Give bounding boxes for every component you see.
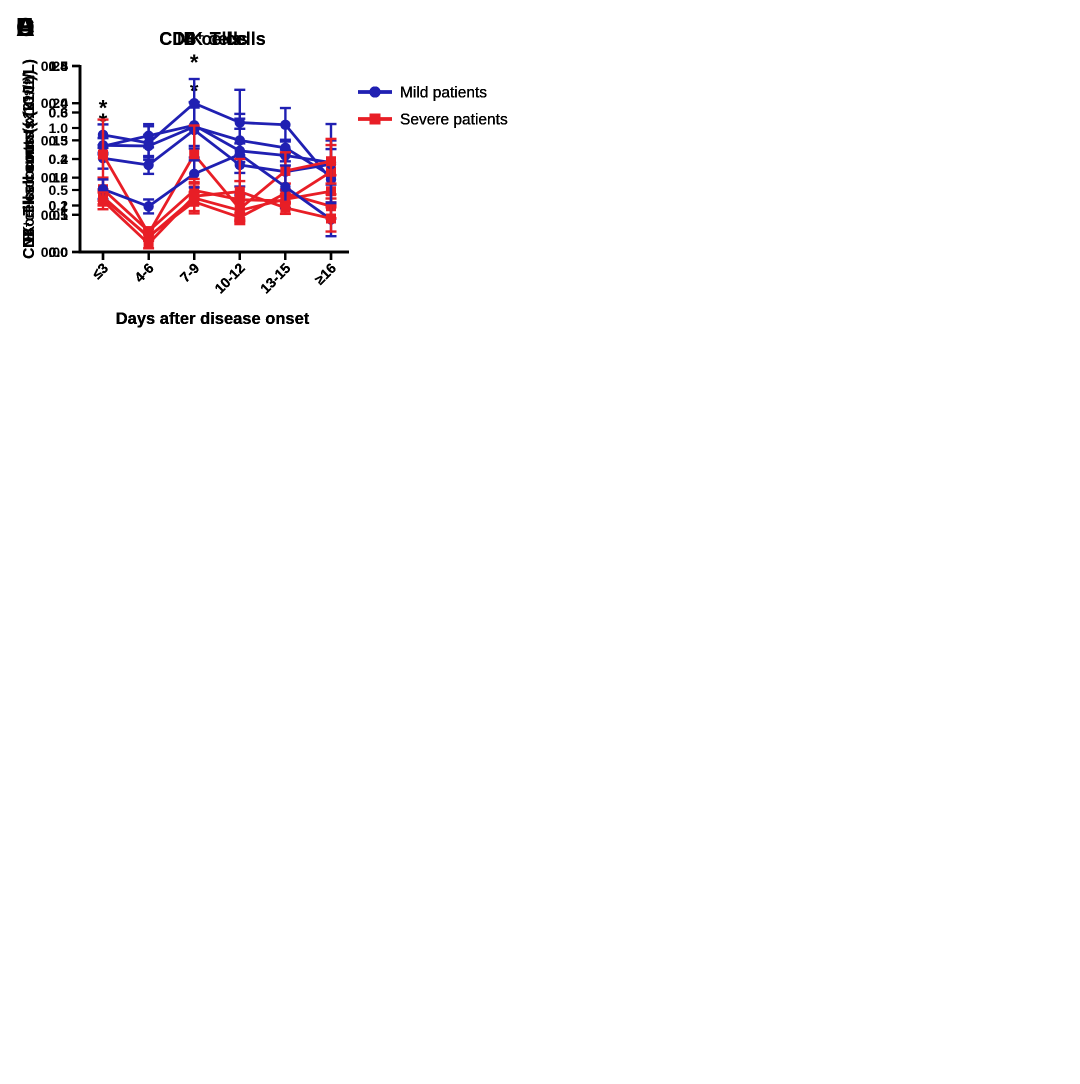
data-point-square xyxy=(143,238,154,249)
y-tick-label: 0.1 xyxy=(49,207,69,223)
y-tick-label: 0.5 xyxy=(49,58,69,74)
y-tick-label: 0.25 xyxy=(41,58,68,74)
y-tick-label: 0.4 xyxy=(49,58,69,74)
y-tick-label: 0.3 xyxy=(49,132,69,148)
x-tick-label: 10-12 xyxy=(211,260,248,297)
legend-label: Severe patients xyxy=(400,112,508,129)
y-tick-label: 0.00 xyxy=(41,244,68,260)
panel-letter: D xyxy=(16,12,35,42)
x-tick-label: 13-15 xyxy=(257,260,294,297)
y-tick-label: 0.1 xyxy=(49,198,69,214)
x-axis-title: Days after disease onset xyxy=(116,310,310,328)
panel-letter: A xyxy=(16,12,35,42)
y-tick-label: 0.0 xyxy=(49,244,69,260)
series-severe xyxy=(97,157,337,250)
data-point-circle xyxy=(280,119,291,130)
series-line xyxy=(102,123,332,164)
y-tick-label: 0.0 xyxy=(49,244,69,260)
legend-entry-severe: Severe patients xyxy=(358,112,508,129)
data-point-square xyxy=(326,156,336,167)
x-tick-label: 4-6 xyxy=(131,260,157,286)
series-mild xyxy=(97,112,337,238)
chart-title: NK cells xyxy=(177,29,248,49)
series-line xyxy=(102,152,332,221)
y-tick-label: 0.4 xyxy=(49,95,69,111)
y-tick-label: 0.3 xyxy=(49,105,69,121)
panel-e-nk-cells: E NK cells 0.0 0.1 0.2 0.3 0.4 ≤3 4-6 7-9 10-12 13-… xyxy=(0,0,540,345)
y-tick-label: 0.2 xyxy=(49,170,69,186)
chart-title: CD8⁺ T cells xyxy=(159,29,266,49)
data-point-circle xyxy=(280,181,291,193)
data-point-square xyxy=(189,149,200,160)
legend-circle-marker-icon xyxy=(369,86,381,98)
x-tick-label: 7-9 xyxy=(177,260,203,286)
data-point-circle xyxy=(143,201,154,212)
data-point-circle xyxy=(189,168,200,180)
legend-label: Severe patients xyxy=(400,112,508,129)
y-axis-title: CD8⁺ T cell counts (x10⁹/L) xyxy=(21,59,38,259)
y-tick-label: 0.10 xyxy=(41,170,68,186)
data-point-circle xyxy=(143,130,154,141)
series-line xyxy=(102,125,332,177)
legend-label: Mild patients xyxy=(400,85,487,102)
x-axis-title: Days after disease onset xyxy=(116,310,310,328)
chart-title: CD4⁺ T cells xyxy=(159,29,266,49)
legend-label: Mild patients xyxy=(400,85,487,102)
data-point-circle xyxy=(234,149,245,160)
legend-square-marker-icon xyxy=(369,113,381,125)
y-tick-label: 1.5 xyxy=(49,58,69,74)
significance-marker: * xyxy=(190,50,199,75)
chart-title: B cells xyxy=(183,29,241,49)
y-tick-label: 0.2 xyxy=(49,198,69,214)
y-tick-label: 0.05 xyxy=(41,207,68,223)
y-axis-title: B cells counts (x10⁹/L) xyxy=(21,76,38,243)
x-axis-title: Days after disease onset xyxy=(116,310,310,328)
data-point-square xyxy=(189,191,200,202)
y-axis-title: NK cells counts (x10⁹/L) xyxy=(21,70,38,248)
chart-title: CD3⁺ T cells xyxy=(159,29,266,49)
y-tick-label: 0.0 xyxy=(49,244,69,260)
y-tick-label: 0.20 xyxy=(41,95,68,111)
legend-label: Severe patients xyxy=(400,112,508,129)
panel-letter: B xyxy=(16,12,35,42)
y-tick-label: 1.0 xyxy=(49,120,69,136)
y-tick-label: 0.6 xyxy=(49,105,69,121)
x-tick-label: ≥16 xyxy=(311,260,339,288)
y-tick-label: 0.2 xyxy=(49,151,69,167)
y-tick-label: 0.8 xyxy=(49,58,69,74)
panel-letter: E xyxy=(16,12,33,42)
legend-label: Mild patients xyxy=(400,85,487,102)
data-point-square xyxy=(98,195,108,206)
data-point-square xyxy=(326,213,336,224)
series-line xyxy=(102,190,332,246)
x-axis-title: Days after disease onset xyxy=(116,310,310,328)
legend-entry-mild: Mild patients xyxy=(358,85,487,102)
series-line xyxy=(101,152,332,237)
y-axis-title: CD4⁺ T cell counts (x10⁹/L) xyxy=(21,59,38,259)
legend-label: Mild patients xyxy=(400,85,487,102)
legend-label: Mild patients xyxy=(400,85,487,102)
significance-marker: * xyxy=(99,95,108,120)
x-axis-title: Days after disease onset xyxy=(116,310,310,328)
y-axis-title: CD3⁺ T cell counts (x10⁹/L) xyxy=(21,59,38,259)
x-tick-label: ≤3 xyxy=(89,260,111,282)
y-tick-label: 0.5 xyxy=(49,182,69,198)
data-point-square xyxy=(98,149,108,160)
data-point-square xyxy=(143,228,154,239)
legend-label: Severe patients xyxy=(400,112,508,129)
panel-letter: C xyxy=(16,12,35,42)
y-tick-label: 0.4 xyxy=(49,151,69,167)
data-point-square xyxy=(280,202,291,213)
legend-label: Severe patients xyxy=(400,112,508,129)
data-point-square xyxy=(234,186,245,197)
y-tick-label: 0.0 xyxy=(49,244,69,260)
y-tick-label: 0.15 xyxy=(41,132,68,148)
data-point-circle xyxy=(143,159,154,171)
series-line xyxy=(102,101,333,181)
